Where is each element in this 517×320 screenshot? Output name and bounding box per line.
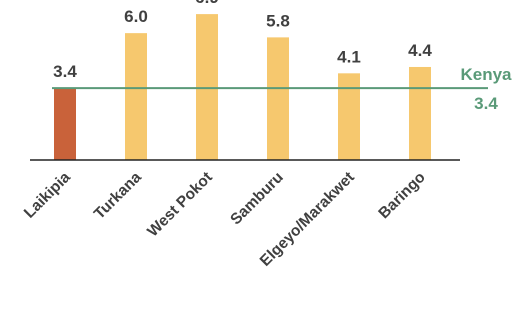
data-label: 3.4 [53, 62, 77, 81]
value-labels-group: 3.4 6.0 6.9 5.8 4.1 4.4 [53, 0, 432, 81]
bar-elgeyo-marakwet [338, 73, 360, 160]
category-label: Laikipia [21, 169, 74, 222]
category-label: West Pokot [144, 169, 216, 241]
bar-turkana [125, 33, 147, 161]
category-label: Baringo [375, 169, 428, 222]
category-label: Samburu [227, 169, 287, 229]
bar-samburu [267, 37, 289, 160]
reference-line-name: Kenya [460, 65, 512, 84]
reference-line-value: 3.4 [474, 94, 498, 113]
bar-west-pokot [196, 14, 218, 160]
data-label: 6.9 [195, 0, 219, 7]
data-label: 6.0 [124, 7, 148, 26]
category-label: Turkana [91, 169, 145, 223]
data-label: 4.1 [337, 47, 361, 66]
data-label: 5.8 [266, 11, 290, 30]
category-labels-group: Laikipia Turkana West Pokot SamburuElgeyo/M… [21, 169, 429, 270]
bar-baringo [409, 66, 431, 160]
data-label: 4.4 [408, 41, 432, 60]
bars-group [54, 14, 431, 161]
bar-laikipia [54, 88, 76, 160]
